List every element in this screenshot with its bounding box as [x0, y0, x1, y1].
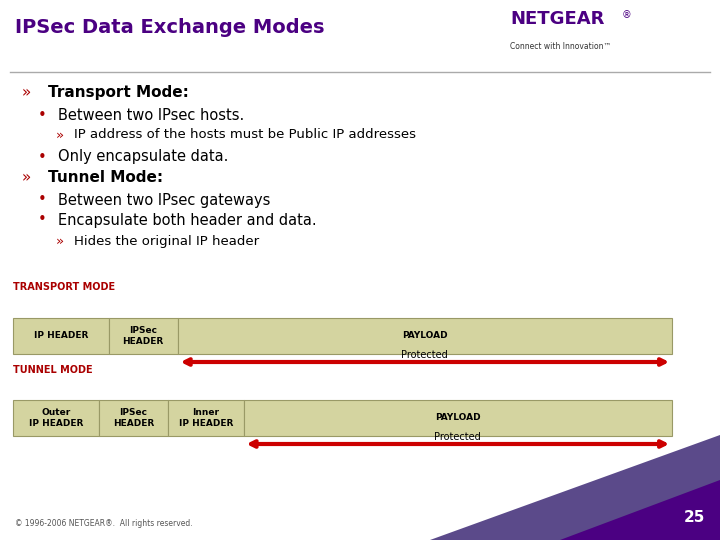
Text: Connect with Innovation™: Connect with Innovation™ — [510, 42, 611, 51]
Text: ®: ® — [622, 10, 631, 20]
Text: •: • — [38, 213, 47, 227]
Polygon shape — [430, 435, 720, 540]
Text: »: » — [22, 85, 31, 100]
Text: »: » — [56, 129, 64, 141]
Polygon shape — [560, 480, 720, 540]
Text: TUNNEL MODE: TUNNEL MODE — [13, 365, 93, 375]
Text: Tunnel Mode:: Tunnel Mode: — [48, 171, 163, 186]
Text: Between two IPsec gateways: Between two IPsec gateways — [58, 192, 271, 207]
Bar — [13, 400, 99, 436]
Text: 25: 25 — [683, 510, 705, 525]
Text: Transport Mode:: Transport Mode: — [48, 85, 189, 100]
Text: Hides the original IP header: Hides the original IP header — [74, 234, 259, 247]
Text: •: • — [38, 192, 47, 207]
Text: PAYLOAD: PAYLOAD — [435, 414, 481, 422]
Bar — [178, 318, 672, 354]
Text: »: » — [56, 234, 64, 247]
Text: Between two IPsec hosts.: Between two IPsec hosts. — [58, 109, 244, 124]
Text: IP HEADER: IP HEADER — [34, 332, 88, 341]
Text: Protected: Protected — [434, 432, 481, 442]
Text: © 1996-2006 NETGEAR®.  All rights reserved.: © 1996-2006 NETGEAR®. All rights reserve… — [15, 519, 193, 528]
Text: •: • — [38, 150, 47, 165]
Bar — [168, 400, 243, 436]
Text: Only encapsulate data.: Only encapsulate data. — [58, 150, 228, 165]
Bar — [13, 318, 109, 354]
Text: Outer
IP HEADER: Outer IP HEADER — [29, 408, 83, 428]
Bar — [99, 400, 168, 436]
Text: TRANSPORT MODE: TRANSPORT MODE — [13, 282, 115, 292]
Bar — [243, 400, 672, 436]
Bar — [109, 318, 178, 354]
Text: IPSec
HEADER: IPSec HEADER — [122, 326, 163, 346]
Text: Encapsulate both header and data.: Encapsulate both header and data. — [58, 213, 317, 227]
Text: Protected: Protected — [402, 350, 449, 360]
Text: PAYLOAD: PAYLOAD — [402, 332, 448, 341]
Text: IPSec
HEADER: IPSec HEADER — [112, 408, 154, 428]
Text: IP address of the hosts must be Public IP addresses: IP address of the hosts must be Public I… — [74, 129, 416, 141]
Text: Inner
IP HEADER: Inner IP HEADER — [179, 408, 233, 428]
Text: »: » — [22, 171, 31, 186]
Text: •: • — [38, 109, 47, 124]
Text: NETGEAR: NETGEAR — [510, 10, 604, 28]
Text: IPSec Data Exchange Modes: IPSec Data Exchange Modes — [15, 18, 325, 37]
